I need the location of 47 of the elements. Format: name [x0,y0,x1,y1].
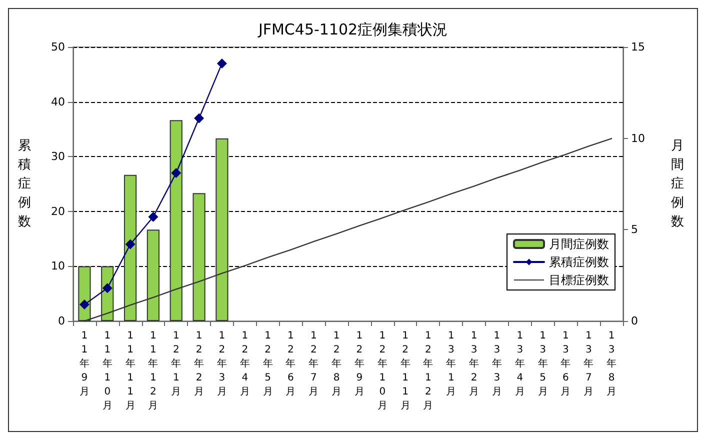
x-tick-label: 13年8月 [606,330,617,398]
x-tick-label: 12年11月 [400,330,410,412]
legend-label: 目標症例数 [549,273,609,287]
x-tick-label: 13年2月 [469,330,480,398]
legend-label: 月間症例数 [549,237,609,251]
x-tick-label: 13年1月 [446,330,456,398]
x-tick-label: 11年12月 [148,330,158,412]
x-tick-label: 12年4月 [240,330,250,398]
x-tick-label: 12年5月 [262,330,273,398]
x-tick-label: 12年6月 [286,330,296,398]
y-tick-label: 30 [51,150,65,164]
y-axis-title: 累積症例数 [18,138,31,230]
x-tick-label: 12年10月 [377,330,388,412]
y-tick-label: 40 [51,95,65,108]
x-tick-label: 13年5月 [538,330,548,398]
x-tick-label: 12年1月 [171,330,182,398]
point [102,283,112,294]
y-tick-label: 50 [51,40,65,54]
x-tick-label: 12年3月 [216,330,227,398]
point [79,300,90,310]
chart-title: JFMC45-1102症例集積状況 [257,20,448,38]
point [125,239,136,250]
point [148,212,158,222]
point [216,58,227,68]
y2-tick-label: 15 [631,40,645,54]
point [171,168,182,178]
x-tick-label: 12年2月 [194,330,204,398]
y2-tick-label: 0 [631,314,638,328]
x-tick-label: 12年8月 [332,330,342,398]
y-tick-label: 20 [51,204,65,218]
x-tick-label: 11年11月 [125,330,136,412]
y2-axis-title: 月間症例数 [671,138,684,230]
point [194,113,204,124]
x-tick-label: 12年9月 [354,330,364,398]
x-tick-label: 11年9月 [79,330,90,398]
x-tick-label: 13年6月 [560,330,571,398]
y-tick-label: 0 [58,314,65,328]
x-tick-label: 11年10月 [102,330,112,412]
x-tick-label: 13年7月 [584,330,594,398]
x-tick-label: 13年4月 [514,330,525,398]
x-tick-label: 13年3月 [492,330,502,398]
y-tick-label: 10 [51,260,65,273]
x-tick-label: 12年7月 [308,330,319,398]
y2-tick-label: 10 [631,132,645,145]
y2-tick-label: 5 [631,223,638,236]
x-tick-label: 12年12月 [423,330,434,412]
legend-label: 累積症例数 [549,255,609,269]
